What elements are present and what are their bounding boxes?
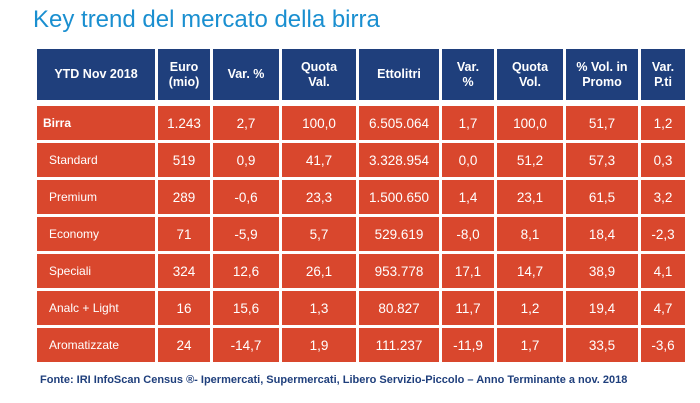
table-cell: -2,3 <box>641 217 685 251</box>
table-cell: 324 <box>158 254 210 288</box>
table-cell: 26,1 <box>282 254 356 288</box>
beer-market-table: YTD Nov 2018 Euro (mio) Var. % Quota Val. Etto… <box>34 46 688 365</box>
column-header-2: Var. % <box>213 49 279 100</box>
table-cell: 4,7 <box>641 291 685 325</box>
table-cell: -0,6 <box>213 180 279 214</box>
table-cell: 1,2 <box>641 106 685 140</box>
table-cell: 1.500.650 <box>359 180 439 214</box>
table-cell: 519 <box>158 143 210 177</box>
table-cell: -14,7 <box>213 328 279 362</box>
column-header-0: YTD Nov 2018 <box>37 49 155 100</box>
table-cell: 1,3 <box>282 291 356 325</box>
page-title: Key trend del mercato della birra <box>33 6 380 33</box>
table-row: Aromatizzate 24 -14,7 1,9 111.237 -11,9 1,7 33,… <box>37 328 685 362</box>
column-header-8: Var. P.ti <box>641 49 685 100</box>
row-label: Standard <box>37 143 155 177</box>
table-cell: 0,0 <box>442 143 494 177</box>
column-header-7: % Vol. in Promo <box>566 49 638 100</box>
table-cell: 19,4 <box>566 291 638 325</box>
table-cell: 12,6 <box>213 254 279 288</box>
table-cell: 289 <box>158 180 210 214</box>
table-cell: 1.243 <box>158 106 210 140</box>
table-cell: 11,7 <box>442 291 494 325</box>
column-header-6: Quota Vol. <box>497 49 563 100</box>
table-row: Economy 71 -5,9 5,7 529.619 -8,0 8,1 18,4 -2,3 <box>37 217 685 251</box>
table-cell: 33,5 <box>566 328 638 362</box>
row-label: Speciali <box>37 254 155 288</box>
row-label: Economy <box>37 217 155 251</box>
table-cell: 51,2 <box>497 143 563 177</box>
table-cell: 6.505.064 <box>359 106 439 140</box>
table-row: Speciali 324 12,6 26,1 953.778 17,1 14,7 38,9 4,… <box>37 254 685 288</box>
table-cell: -3,6 <box>641 328 685 362</box>
table-cell: 80.827 <box>359 291 439 325</box>
table-cell: 17,1 <box>442 254 494 288</box>
table-cell: 41,7 <box>282 143 356 177</box>
table-cell: 18,4 <box>566 217 638 251</box>
column-header-4: Ettolitri <box>359 49 439 100</box>
table-row: Premium 289 -0,6 23,3 1.500.650 1,4 23,1 61,5 3,… <box>37 180 685 214</box>
table-row: Analc + Light 16 15,6 1,3 80.827 11,7 1,2 19,4 4… <box>37 291 685 325</box>
table-cell: 14,7 <box>497 254 563 288</box>
table-cell: 61,5 <box>566 180 638 214</box>
table-cell: 0,3 <box>641 143 685 177</box>
table-cell: 1,9 <box>282 328 356 362</box>
table-cell: 3.328.954 <box>359 143 439 177</box>
table-cell: -5,9 <box>213 217 279 251</box>
column-header-3: Quota Val. <box>282 49 356 100</box>
table-cell: 2,7 <box>213 106 279 140</box>
column-header-1: Euro (mio) <box>158 49 210 100</box>
column-header-5: Var.% <box>442 49 494 100</box>
table-cell: 100,0 <box>282 106 356 140</box>
row-label: Birra <box>37 106 155 140</box>
table-cell: 529.619 <box>359 217 439 251</box>
table-cell: 15,6 <box>213 291 279 325</box>
table-cell: 51,7 <box>566 106 638 140</box>
table-cell: 24 <box>158 328 210 362</box>
table-row: Standard 519 0,9 41,7 3.328.954 0,0 51,2 57,3 0,… <box>37 143 685 177</box>
table-cell: -8,0 <box>442 217 494 251</box>
table-cell: 111.237 <box>359 328 439 362</box>
table-cell: 4,1 <box>641 254 685 288</box>
table-cell: 23,1 <box>497 180 563 214</box>
table-cell: -11,9 <box>442 328 494 362</box>
table-cell: 3,2 <box>641 180 685 214</box>
table-cell: 8,1 <box>497 217 563 251</box>
table-row: Birra 1.243 2,7 100,0 6.505.064 1,7 100,0 51,7 1… <box>37 106 685 140</box>
table-cell: 5,7 <box>282 217 356 251</box>
table-cell: 1,4 <box>442 180 494 214</box>
row-label: Analc + Light <box>37 291 155 325</box>
table-cell: 1,7 <box>442 106 494 140</box>
row-label: Aromatizzate <box>37 328 155 362</box>
table-cell: 57,3 <box>566 143 638 177</box>
table-cell: 71 <box>158 217 210 251</box>
table-cell: 38,9 <box>566 254 638 288</box>
row-label: Premium <box>37 180 155 214</box>
table-cell: 23,3 <box>282 180 356 214</box>
table-cell: 100,0 <box>497 106 563 140</box>
table-cell: 0,9 <box>213 143 279 177</box>
table-cell: 16 <box>158 291 210 325</box>
table-cell: 1,7 <box>497 328 563 362</box>
table-cell: 953.778 <box>359 254 439 288</box>
source-note: Fonte: IRI InfoScan Census ®- Ipermercat… <box>40 374 628 386</box>
table-cell: 1,2 <box>497 291 563 325</box>
